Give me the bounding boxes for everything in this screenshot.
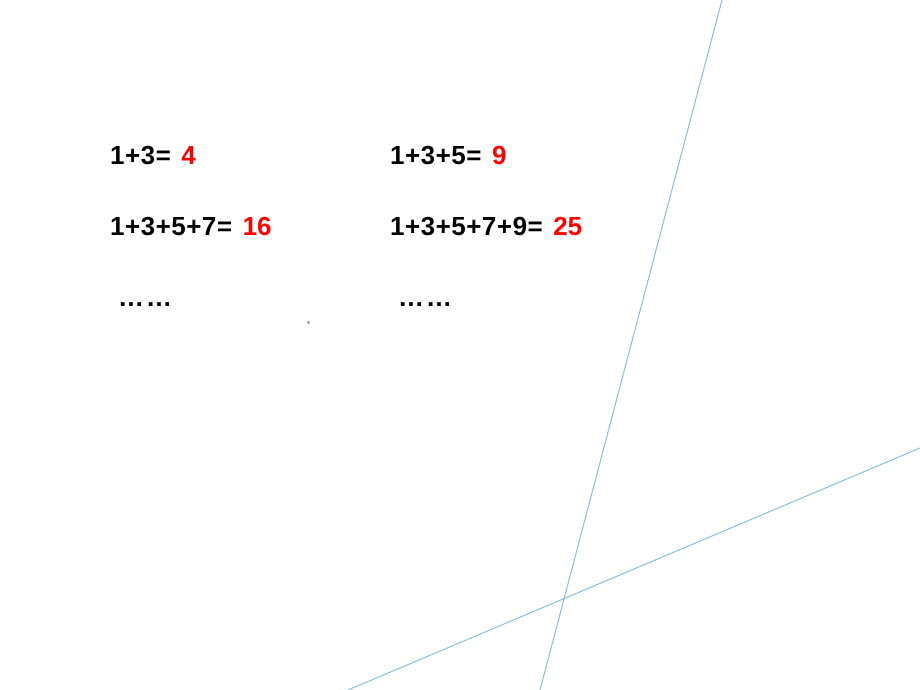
equation-row-1: 1+3= 4 1+3+5= 9 <box>110 140 810 171</box>
equation-cell: 1+3+5= 9 <box>390 140 710 171</box>
result-text: 9 <box>492 140 506 171</box>
ellipsis-text: …… <box>118 282 174 313</box>
equation-cell: 1+3+5+7+9= 25 <box>390 211 710 242</box>
expression-text: 1+3+5= <box>390 140 482 171</box>
equation-cell: …… <box>110 282 390 313</box>
small-marker: ▪ <box>307 318 310 327</box>
ellipsis-text: …… <box>398 282 454 313</box>
expression-text: 1+3+5+7= <box>110 211 233 242</box>
expression-text: 1+3= <box>110 140 171 171</box>
equation-cell: …… <box>390 282 710 313</box>
expression-text: 1+3+5+7+9= <box>390 211 543 242</box>
diagonal-line-2 <box>348 448 920 690</box>
equation-row-3: …… …… <box>110 282 810 313</box>
equation-row-2: 1+3+5+7= 16 1+3+5+7+9= 25 <box>110 211 810 242</box>
result-text: 4 <box>181 140 195 171</box>
equation-cell: 1+3+5+7= 16 <box>110 211 390 242</box>
equation-cell: 1+3= 4 <box>110 140 390 171</box>
result-text: 16 <box>243 211 272 242</box>
equations-content: 1+3= 4 1+3+5= 9 1+3+5+7= 16 1+3+5+7+9= 2… <box>110 140 810 353</box>
result-text: 25 <box>553 211 582 242</box>
